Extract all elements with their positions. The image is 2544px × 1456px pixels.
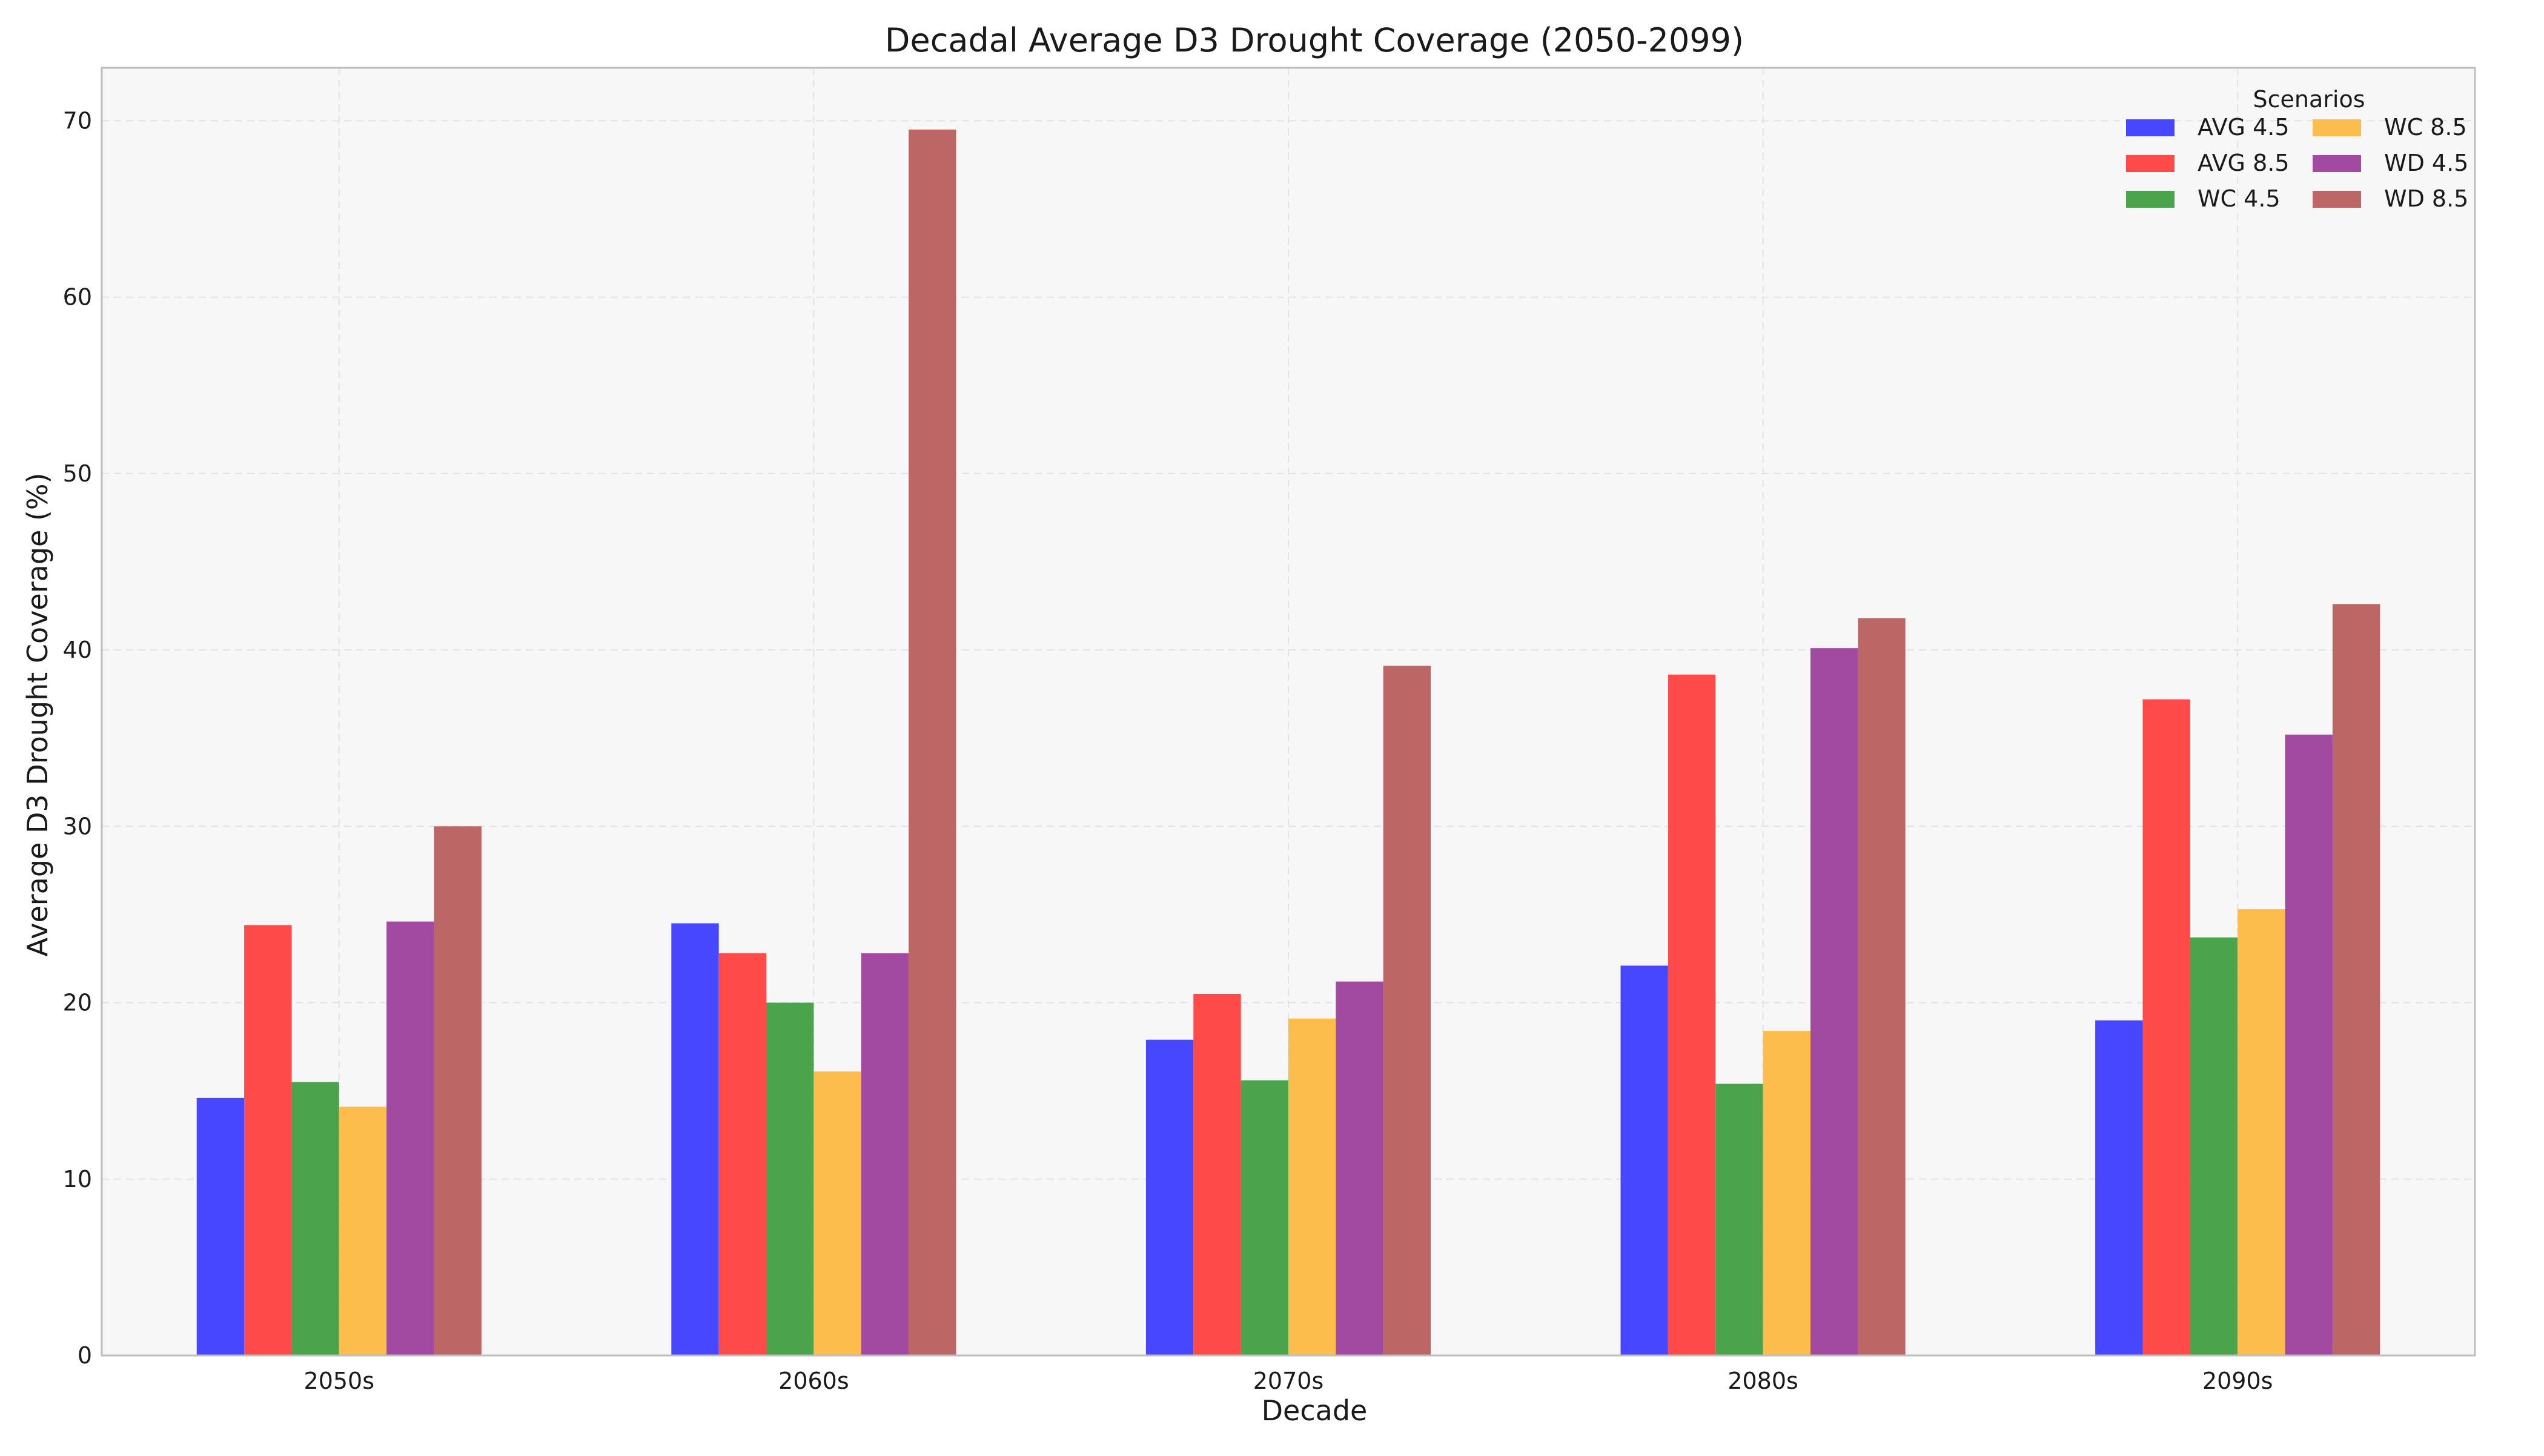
legend-swatch	[2126, 119, 2175, 136]
bar	[2238, 909, 2285, 1355]
bar	[1620, 965, 1668, 1355]
y-tick-label: 0	[78, 1342, 92, 1369]
x-tick-label: 2050s	[304, 1368, 375, 1394]
x-tick-label: 2060s	[778, 1368, 849, 1394]
bar	[2095, 1020, 2143, 1355]
bar	[1763, 1031, 1810, 1355]
bar	[1383, 666, 1431, 1355]
y-tick-label: 50	[63, 460, 92, 487]
y-tick-label: 70	[63, 107, 92, 134]
legend-label: AVG 8.5	[2198, 150, 2290, 176]
bar	[813, 1071, 861, 1355]
bar	[718, 953, 767, 1355]
legend-label: WC 8.5	[2384, 114, 2467, 141]
bar	[386, 921, 434, 1355]
legend-label: AVG 4.5	[2198, 114, 2290, 141]
y-tick-label: 30	[63, 813, 92, 839]
bar	[291, 1082, 339, 1355]
bar	[909, 129, 956, 1355]
legend-swatch	[2126, 155, 2175, 172]
legend-swatch	[2126, 191, 2175, 208]
legend-title: Scenarios	[2253, 86, 2365, 113]
bar	[196, 1097, 245, 1355]
bar	[339, 1107, 387, 1355]
bar	[671, 923, 719, 1355]
bar	[1288, 1018, 1336, 1355]
bar	[1145, 1039, 1194, 1355]
bar	[1715, 1084, 1763, 1355]
bar	[1858, 618, 1906, 1356]
bar	[1810, 648, 1858, 1355]
plot-frame	[101, 67, 2476, 1357]
x-axis-label: Decade	[1262, 1394, 1368, 1427]
bar	[1336, 981, 1383, 1355]
x-tick-label: 2080s	[1727, 1368, 1798, 1394]
y-tick-label: 60	[63, 284, 92, 311]
x-tick-label: 2090s	[2202, 1368, 2273, 1394]
bar	[2142, 699, 2190, 1355]
legend-label: WC 4.5	[2198, 185, 2281, 212]
y-axis-label: Average D3 Drought Coverage (%)	[21, 472, 54, 956]
chart-title: Decadal Average D3 Drought Coverage (205…	[885, 21, 1744, 59]
x-tick-label: 2070s	[1253, 1368, 1324, 1394]
bar	[2190, 937, 2238, 1355]
bar	[2285, 734, 2333, 1355]
bar	[1241, 1080, 1288, 1355]
bar	[2332, 604, 2380, 1356]
y-tick-label: 20	[63, 990, 92, 1016]
bar	[861, 953, 909, 1355]
bar	[244, 925, 292, 1355]
bar	[434, 826, 482, 1355]
legend-label: WD 8.5	[2384, 185, 2468, 212]
bar	[1193, 993, 1241, 1355]
legend-swatch	[2313, 191, 2361, 208]
legend-swatch	[2313, 155, 2361, 172]
legend-swatch	[2313, 119, 2361, 136]
bar	[1668, 674, 1716, 1355]
plot-area: 0 10 20 30 40 50 60 70 2050s 2060s 2070s 2080s 2090s…	[63, 67, 2476, 1394]
y-tick-label: 40	[63, 637, 92, 663]
legend-label: WD 4.5	[2384, 150, 2468, 176]
bar	[766, 1002, 814, 1355]
y-tick-label: 10	[63, 1166, 92, 1193]
